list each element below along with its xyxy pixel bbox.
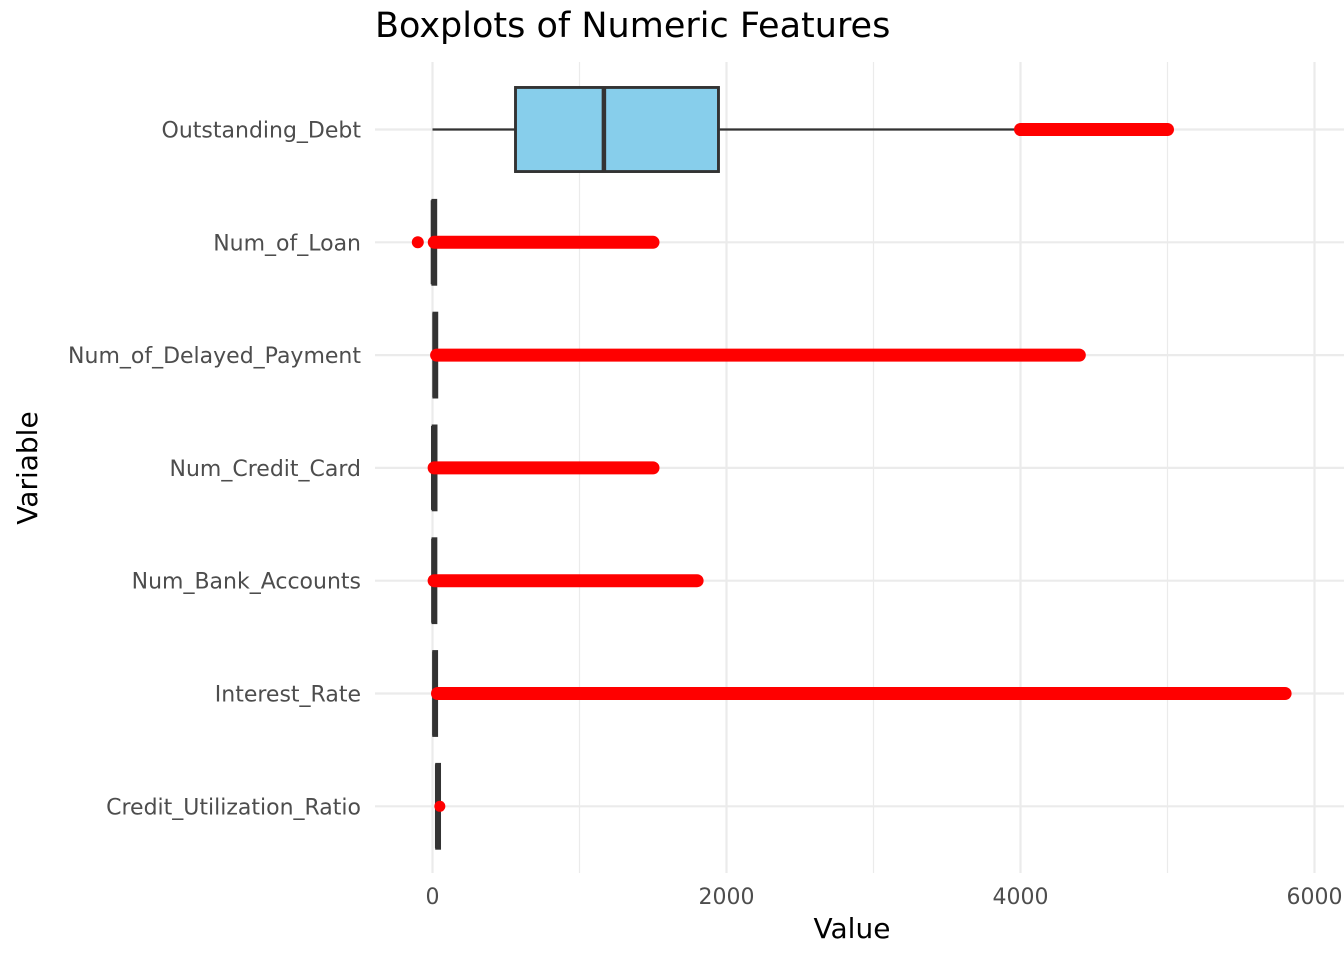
category-label: Num_Bank_Accounts [132,570,361,595]
category-label: Num_Credit_Card [170,457,361,482]
y-axis-title: Variable [11,411,44,524]
x-tick-label: 4000 [993,885,1049,910]
category-label: Credit_Utilization_Ratio [106,795,361,820]
outlier-point [434,800,446,812]
boxplot-num-bank-accounts [427,537,704,625]
boxplot-interest-rate [430,650,1292,737]
category-label: Num_of_Loan [213,231,361,256]
box-marks [411,86,1292,850]
boxplot-num-of-delayed-payment [430,311,1086,399]
boxplot-num-of-loan [411,198,660,286]
x-tick-labels: 0 2000 4000 6000 [426,885,1343,910]
x-axis-title: Value [814,912,891,945]
x-tick-label: 6000 [1287,885,1343,910]
outlier-point [411,236,424,249]
boxplot-overlay [514,86,720,173]
category-label: Interest_Rate [215,683,361,708]
boxplot-credit-utilization-ratio [434,762,446,850]
chart-title: Boxplots of Numeric Features [375,6,891,46]
x-tick-label: 0 [426,885,440,910]
boxplot-num-credit-card [427,424,660,512]
box-iqr [514,86,720,173]
x-tick-label: 2000 [699,885,755,910]
category-label: Num_of_Delayed_Payment [68,344,361,369]
category-labels: Outstanding_Debt Num_of_Loan Num_of_Delaye… [68,119,361,821]
category-label: Outstanding_Debt [162,119,362,144]
